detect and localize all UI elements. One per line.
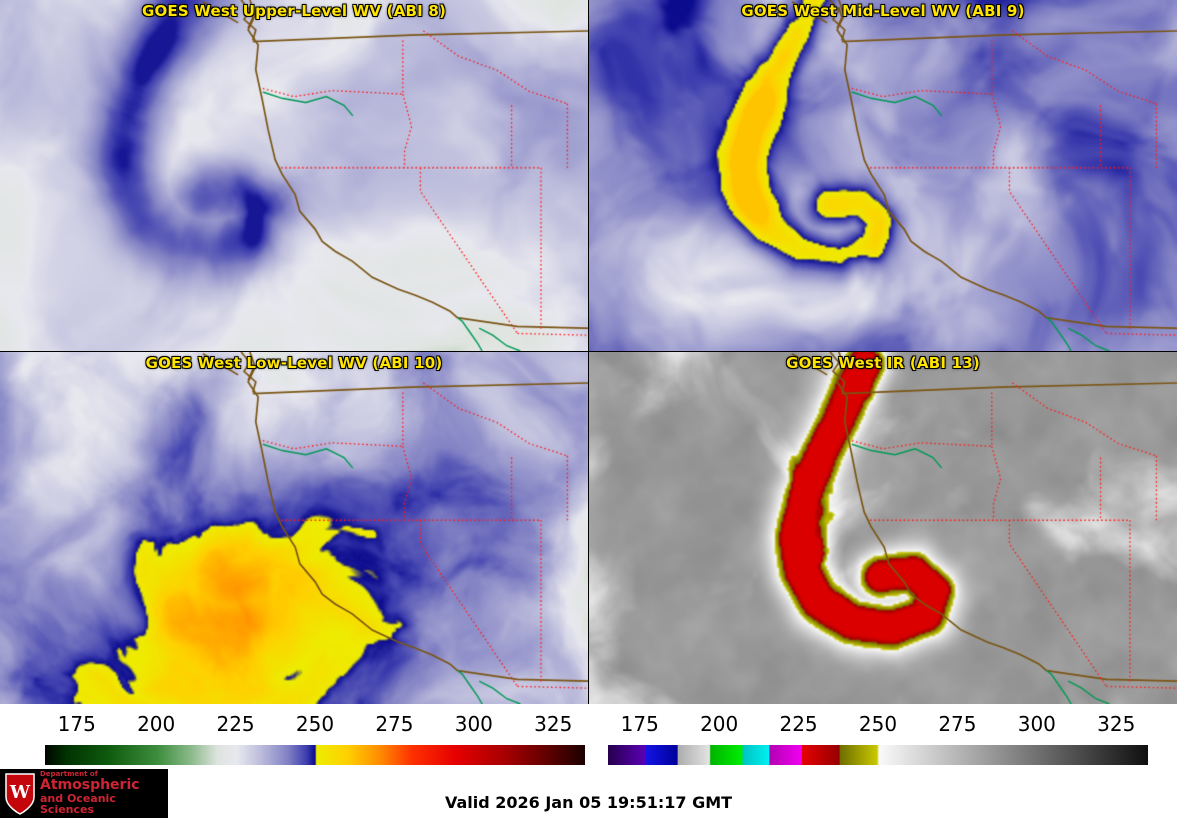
tick-label: 250 (858, 712, 898, 736)
tick-label: 275 (375, 712, 414, 736)
tick-label: 225 (216, 712, 255, 736)
satellite-image-abi9 (589, 0, 1177, 351)
tick-label: 300 (1017, 712, 1056, 736)
footer: W Department of Atmospheric and Oceanic … (0, 767, 1177, 820)
panel-ir: GOES West IR (ABI 13) (589, 352, 1177, 704)
panel-title-abi10: GOES West Low-Level WV (ABI 10) (145, 354, 443, 372)
logo-line-2: Atmospheric (40, 777, 140, 794)
satellite-image-abi13 (589, 352, 1177, 704)
ir-colorbar-scale: 175 200 225 250 275 300 325 (608, 704, 1148, 767)
tick-label: 325 (1097, 712, 1136, 736)
aos-logo-text: Department of Atmospheric and Oceanic Sc… (40, 770, 163, 817)
panel-title-abi9: GOES West Mid-Level WV (ABI 9) (741, 2, 1025, 20)
valid-time: Valid 2026 Jan 05 19:51:17 GMT (444, 793, 733, 812)
satellite-image-abi10 (0, 352, 588, 704)
tick-label: 325 (534, 712, 573, 736)
satellite-image-abi8 (0, 0, 588, 351)
tick-label: 200 (137, 712, 176, 736)
tick-label: 200 (700, 712, 739, 736)
aos-logo: W Department of Atmospheric and Oceanic … (0, 769, 168, 818)
uw-crest-icon: W (5, 772, 35, 815)
logo-line-1: Department of (40, 770, 98, 779)
panel-title-abi13: GOES West IR (ABI 13) (786, 354, 980, 372)
wv-colorbar (45, 745, 585, 765)
ir-colorbar (608, 745, 1148, 765)
tick-label: 225 (779, 712, 818, 736)
panel-mid-wv: GOES West Mid-Level WV (ABI 9) (589, 0, 1177, 352)
panel-title-abi8: GOES West Upper-Level WV (ABI 8) (141, 2, 447, 20)
satellite-grid: GOES West Upper-Level WV (ABI 8) GOES We… (0, 0, 1177, 704)
tick-label: 300 (454, 712, 493, 736)
tick-label: 175 (57, 712, 96, 736)
colorbar-area: 175 200 225 250 275 300 325 175 200 225 … (0, 704, 1177, 767)
tick-label: 275 (938, 712, 977, 736)
wv-colorbar-scale: 175 200 225 250 275 300 325 (45, 704, 585, 767)
panel-low-wv: GOES West Low-Level WV (ABI 10) (0, 352, 589, 704)
svg-text:W: W (9, 782, 31, 803)
logo-line-3: and Oceanic Sciences (40, 791, 116, 817)
tick-label: 250 (295, 712, 335, 736)
panel-upper-wv: GOES West Upper-Level WV (ABI 8) (0, 0, 589, 352)
tick-label: 175 (620, 712, 659, 736)
